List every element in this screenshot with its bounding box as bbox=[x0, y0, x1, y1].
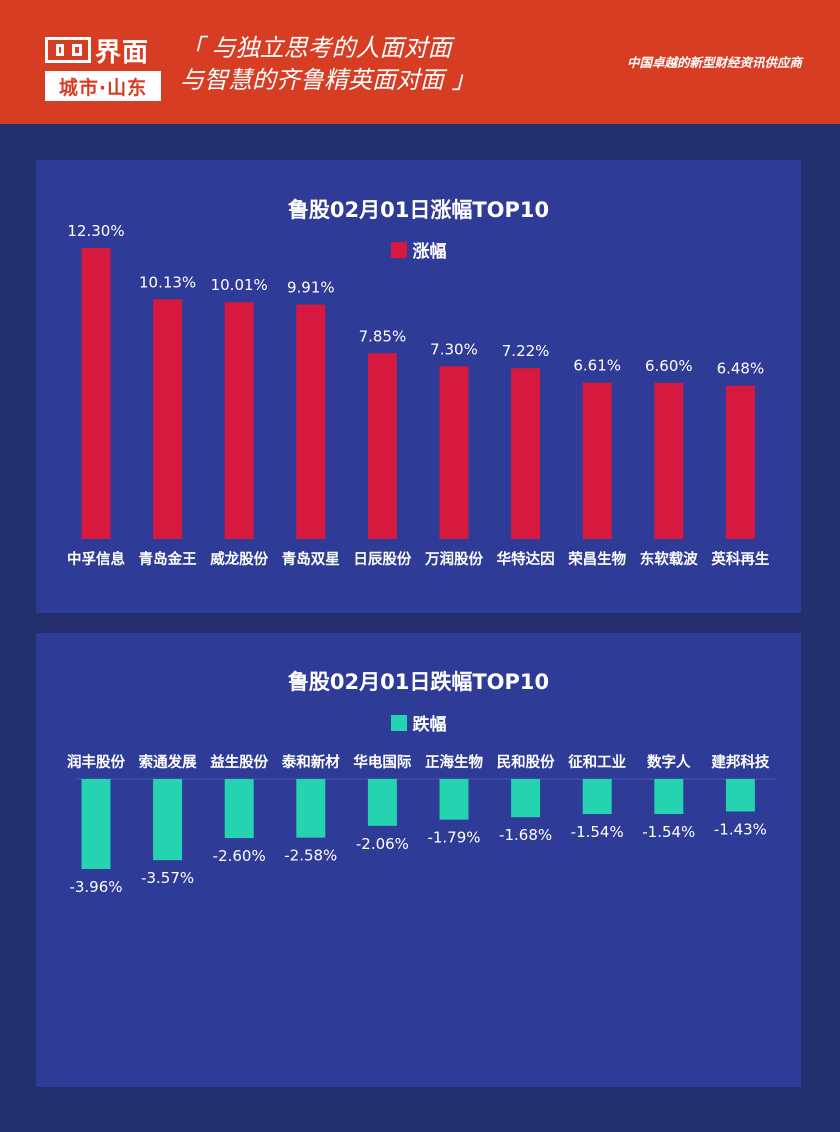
gainers-category-label: 威龙股份 bbox=[210, 550, 268, 568]
losers-value-label: -2.60% bbox=[213, 847, 266, 865]
brand-logo: 界面 城市·山东 bbox=[45, 33, 161, 101]
brand-name: 界面 bbox=[95, 37, 150, 68]
losers-bar bbox=[296, 779, 326, 838]
losers-legend: 跌幅 bbox=[36, 710, 801, 735]
losers-bar-chart: -3.96% 润丰股份 -3.57% 索通发展 -2.60% 益生股份 -2.58% 泰和新材… bbox=[67, 753, 776, 896]
gainers-value-label: 6.48% bbox=[717, 360, 765, 378]
losers-category-label: 益生股份 bbox=[210, 753, 268, 771]
slogan: 「 与独立思考的人面对面 与智慧的齐鲁精英面对面 」 bbox=[180, 32, 476, 96]
losers-value-label: -2.06% bbox=[356, 835, 409, 853]
gainers-chart-title: 鲁股02月01日涨幅TOP10 bbox=[287, 198, 550, 222]
gainers-category-label: 东软载波 bbox=[640, 550, 698, 568]
losers-value-label: -1.54% bbox=[571, 823, 624, 841]
gainers-category-label: 英科再生 bbox=[711, 550, 769, 568]
losers-category-label: 索通发展 bbox=[139, 753, 197, 771]
gainers-value-label: 9.91% bbox=[287, 279, 335, 297]
losers-bar bbox=[582, 779, 612, 814]
header-banner: 界面 城市·山东 「 与独立思考的人面对面 与智慧的齐鲁精英面对面 」 中国卓越… bbox=[0, 0, 840, 124]
gainers-category-label: 万润股份 bbox=[424, 550, 483, 568]
gainers-category-label: 青岛双星 bbox=[282, 550, 340, 568]
slogan-line-2: 与智慧的齐鲁精英面对面 」 bbox=[180, 66, 476, 94]
gainers-category-label: 青岛金王 bbox=[139, 550, 197, 568]
gainers-value-label: 7.85% bbox=[359, 327, 407, 345]
losers-category-label: 征和工业 bbox=[568, 753, 626, 771]
gainers-value-label: 10.01% bbox=[211, 276, 268, 294]
losers-value-label: -1.54% bbox=[642, 823, 695, 841]
gainers-category-label: 荣昌生物 bbox=[567, 550, 626, 568]
gainers-value-label: 7.22% bbox=[502, 342, 550, 360]
losers-bar bbox=[654, 779, 684, 814]
gainers-value-label: 12.30% bbox=[67, 222, 124, 240]
losers-category-label: 建邦科技 bbox=[711, 753, 769, 771]
losers-bar bbox=[224, 779, 254, 839]
losers-bar bbox=[511, 779, 541, 818]
losers-value-label: -3.57% bbox=[141, 869, 194, 887]
gainers-category-label: 华特达因 bbox=[497, 550, 555, 568]
gainers-bar bbox=[224, 302, 254, 539]
losers-category-label: 润丰股份 bbox=[67, 753, 125, 771]
gainers-bar bbox=[439, 366, 469, 539]
losers-category-label: 民和股份 bbox=[497, 753, 555, 771]
losers-bar bbox=[725, 779, 755, 812]
gainers-chart-panel: 鲁股02月01日涨幅TOP10 涨幅 12.30% 中孚信息 10.13% 青岛金王 1… bbox=[36, 160, 801, 613]
gainers-legend-label: 涨幅 bbox=[412, 242, 447, 262]
gainers-bar bbox=[582, 382, 612, 539]
gainers-bar bbox=[511, 368, 541, 539]
gainers-bar bbox=[153, 299, 183, 539]
gainers-bar bbox=[367, 353, 397, 539]
slogan-line-1: 「 与独立思考的人面对面 bbox=[180, 34, 452, 62]
losers-value-label: -1.68% bbox=[499, 826, 552, 844]
losers-value-label: -1.79% bbox=[427, 829, 480, 847]
losers-legend-label: 跌幅 bbox=[412, 715, 447, 735]
gainers-bar bbox=[81, 248, 111, 539]
gainers-bar-chart: 12.30% 中孚信息 10.13% 青岛金王 10.01% 威龙股份 9.91% 青岛双星 7… bbox=[67, 222, 770, 568]
gainers-category-label: 中孚信息 bbox=[67, 550, 125, 568]
gainers-bar bbox=[725, 385, 755, 539]
losers-category-label: 数字人 bbox=[647, 753, 691, 771]
losers-chart-title: 鲁股02月01日跌幅TOP10 bbox=[287, 670, 550, 694]
losers-category-label: 正海生物 bbox=[425, 753, 483, 771]
gainers-bar bbox=[296, 304, 326, 539]
gainers-value-label: 10.13% bbox=[139, 273, 196, 291]
gainers-bar bbox=[654, 382, 684, 539]
logo-mark-icon bbox=[45, 37, 91, 63]
losers-value-label: -3.96% bbox=[69, 878, 122, 896]
gainers-category-label: 日辰股份 bbox=[353, 550, 411, 568]
losers-bar bbox=[439, 779, 469, 820]
gainers-value-label: 7.30% bbox=[430, 340, 478, 358]
brand-sub: 城市·山东 bbox=[45, 71, 161, 101]
losers-chart-panel: 鲁股02月01日跌幅TOP10 跌幅 -3.96% 润丰股份 -3.57% 索通发展 -… bbox=[36, 633, 801, 1087]
losers-bar bbox=[81, 779, 111, 869]
losers-bar bbox=[153, 779, 183, 861]
losers-category-label: 华电国际 bbox=[353, 753, 411, 771]
gainers-legend-swatch bbox=[390, 241, 407, 258]
losers-value-label: -2.58% bbox=[284, 847, 337, 865]
tagline: 中国卓越的新型财经资讯供应商 bbox=[626, 55, 802, 70]
losers-legend-swatch bbox=[390, 714, 407, 731]
gainers-value-label: 6.61% bbox=[573, 357, 621, 375]
losers-bar bbox=[367, 779, 397, 826]
losers-category-label: 泰和新材 bbox=[282, 753, 340, 771]
losers-value-label: -1.43% bbox=[714, 821, 767, 839]
gainers-value-label: 6.60% bbox=[645, 357, 693, 375]
gainers-legend: 涨幅 bbox=[36, 237, 801, 262]
